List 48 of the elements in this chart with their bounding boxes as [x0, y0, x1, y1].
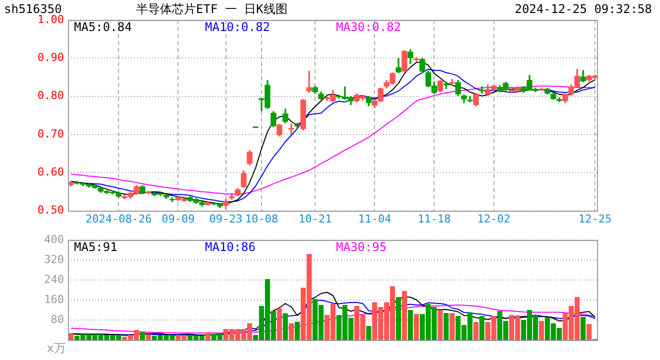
text: MA5:0.84 — [74, 20, 132, 34]
y-tick-label: 0.80 — [38, 89, 64, 102]
bar — [414, 314, 419, 340]
bar — [288, 323, 294, 340]
y-tick-label: 0.60 — [38, 166, 64, 178]
y-tick-label: 1.00 — [38, 12, 64, 26]
x-tick-label: 11-18 — [418, 212, 451, 226]
y-tick-label: 160 — [44, 292, 64, 306]
bar — [402, 291, 407, 340]
bar — [276, 308, 282, 340]
bar — [444, 313, 449, 340]
bar — [366, 326, 372, 340]
text: MA30:95 — [336, 240, 387, 254]
text: MA30:0.82 — [336, 20, 402, 34]
bar — [450, 313, 455, 340]
bar — [438, 310, 443, 340]
y-axis-title: x万 — [46, 341, 66, 356]
bar — [396, 297, 402, 340]
bar — [479, 316, 484, 340]
x-tick-label: 11-04 — [358, 212, 392, 226]
text: 2024-12-25 09:32:58 — [514, 2, 652, 16]
bar — [538, 321, 544, 340]
x-tick-label: 09-09 — [162, 212, 195, 226]
y-tick-label: 80 — [50, 312, 64, 326]
bar — [205, 332, 210, 340]
y-tick-label: 0.50 — [38, 204, 64, 217]
bar — [473, 322, 478, 340]
bar — [146, 334, 151, 340]
y-tick-label: 320 — [44, 252, 64, 266]
text: MA5:91 — [74, 240, 118, 254]
x-tick-label: 09-23 — [209, 212, 242, 226]
y-tick-label: 0.90 — [38, 51, 64, 64]
text: MA10:0.82 — [205, 20, 270, 34]
x-tick-label: 12-02 — [477, 212, 510, 226]
x-tick-label: 2024-08-26 — [86, 212, 152, 226]
bar — [408, 310, 413, 340]
y-tick-label: 240 — [44, 272, 64, 286]
text: MA10:86 — [205, 240, 256, 254]
bar — [580, 317, 586, 340]
bar — [140, 332, 145, 340]
y-tick-label: 0.70 — [38, 127, 64, 140]
x-tick-label: 12-25 — [578, 212, 612, 226]
x-tick-label: 10-08 — [244, 212, 278, 226]
x-tick-label: 10-21 — [298, 212, 332, 226]
chart-title: 半导体芯片ETF 一 日K线图 — [136, 2, 288, 16]
bar — [282, 313, 288, 340]
bar — [294, 322, 300, 340]
y-tick-label: 400 — [44, 232, 64, 246]
